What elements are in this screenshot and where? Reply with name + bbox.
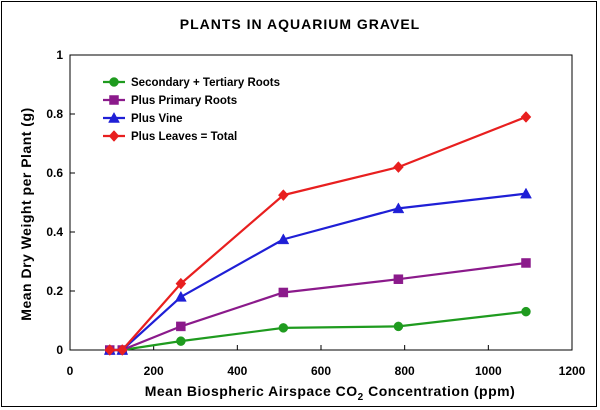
series-line bbox=[109, 261, 527, 352]
y-tick-label: 0 bbox=[56, 343, 63, 357]
legend-label: Plus Primary Roots bbox=[131, 95, 237, 107]
data-point bbox=[521, 306, 531, 317]
data-point bbox=[277, 233, 290, 245]
legend-marker bbox=[108, 130, 120, 142]
legend-label: Plus Leaves = Total bbox=[131, 131, 237, 143]
legend-marker bbox=[109, 77, 119, 87]
y-tick-label: 0.8 bbox=[46, 107, 63, 121]
x-tick-label: 1200 bbox=[559, 364, 586, 378]
series-layer bbox=[103, 111, 532, 356]
x-tick-label: 200 bbox=[144, 364, 164, 378]
legend-item: Plus Vine bbox=[103, 111, 183, 125]
data-point bbox=[278, 189, 289, 201]
series-line bbox=[109, 115, 527, 352]
x-tick-label: 800 bbox=[395, 364, 415, 378]
x-tick-label: 600 bbox=[311, 364, 331, 378]
data-point bbox=[392, 202, 405, 214]
legend-label: Secondary + Tertiary Roots bbox=[131, 77, 280, 89]
series-4 bbox=[104, 111, 532, 356]
data-point bbox=[175, 277, 187, 290]
data-point bbox=[176, 336, 186, 346]
legend-item: Secondary + Tertiary Roots bbox=[103, 77, 280, 89]
data-point bbox=[393, 321, 404, 332]
y-tick-label: 0.2 bbox=[46, 284, 63, 298]
data-point bbox=[176, 321, 186, 332]
y-tick-label: 0.6 bbox=[46, 166, 63, 180]
data-point bbox=[278, 287, 289, 298]
data-point bbox=[521, 258, 531, 268]
legend: Secondary + Tertiary Roots Plus Primary R… bbox=[103, 77, 280, 143]
x-axis-label: Mean Biospheric Airspace CO2 Concentrati… bbox=[145, 383, 516, 403]
axes: 0 200 400 600 800 1000 1200 0 0.2 0.4 0.6 0.8 1 bbox=[46, 48, 585, 378]
data-point bbox=[520, 187, 532, 199]
data-point bbox=[104, 344, 116, 356]
y-axis-label: Mean Dry Weight per Plant (g) bbox=[18, 107, 34, 320]
data-point bbox=[174, 290, 187, 302]
data-point bbox=[278, 323, 289, 333]
data-point bbox=[393, 274, 404, 284]
legend-label: Plus Vine bbox=[131, 113, 183, 125]
y-tick-label: 0.4 bbox=[46, 225, 63, 239]
data-point bbox=[116, 344, 128, 356]
data-point bbox=[520, 111, 532, 123]
data-point bbox=[393, 161, 404, 173]
legend-item: Plus Primary Roots bbox=[103, 95, 237, 107]
y-tick-label: 1 bbox=[56, 48, 63, 62]
chart-title: PLANTS IN AQUARIUM GRAVEL bbox=[180, 16, 420, 32]
legend-marker bbox=[109, 95, 119, 105]
x-tick-label: 0 bbox=[67, 364, 74, 378]
legend-item: Plus Leaves = Total bbox=[103, 130, 237, 143]
x-tick-label: 1000 bbox=[475, 364, 502, 378]
legend-marker bbox=[108, 111, 120, 123]
x-tick-label: 400 bbox=[227, 364, 247, 378]
